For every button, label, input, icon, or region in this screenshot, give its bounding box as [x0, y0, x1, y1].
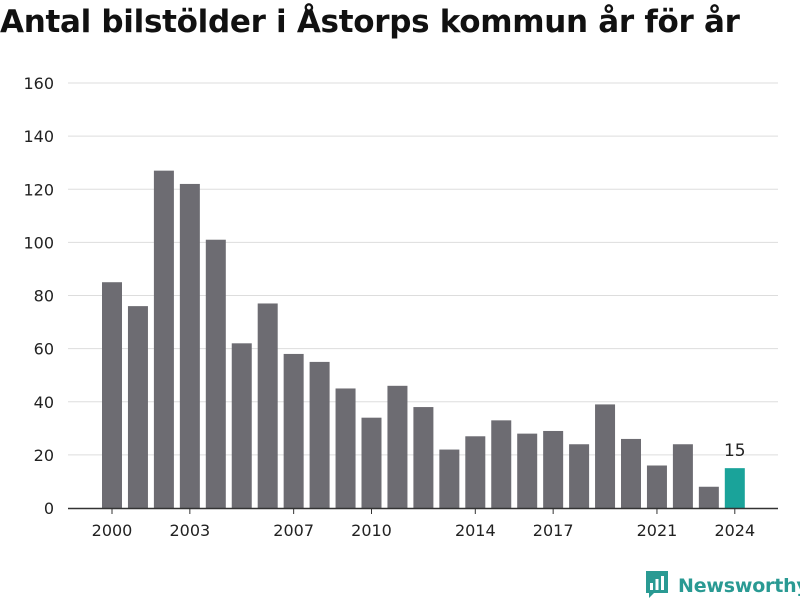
x-tick-label-2024: 2024 — [714, 521, 755, 540]
bar-2019 — [595, 404, 616, 508]
y-tick-label-0: 0 — [44, 499, 54, 518]
bar-2020 — [621, 438, 641, 508]
y-tick-label-100: 100 — [23, 233, 54, 252]
bar-2023 — [698, 486, 719, 508]
bar-2013 — [439, 449, 460, 508]
newsworthy-logo-icon — [644, 569, 670, 603]
y-tick-label-160: 160 — [23, 74, 54, 93]
x-tick-label-2021: 2021 — [637, 521, 678, 540]
bar-2005 — [231, 343, 252, 508]
bar-2002 — [153, 170, 174, 508]
x-tick-label-2017: 2017 — [533, 521, 574, 540]
x-tick-label-2007: 2007 — [273, 521, 314, 540]
bar-2006 — [257, 303, 278, 508]
bar-2016 — [517, 433, 538, 508]
x-axis: 2000 2003 2007 2010 2014 2017 2021 2024 — [68, 507, 778, 540]
bar-2011 — [387, 385, 408, 508]
x-tick-label-2014: 2014 — [455, 521, 496, 540]
grid-lines — [68, 82, 778, 456]
bars — [102, 170, 745, 508]
bar-2022 — [672, 444, 693, 508]
brand-name: Newsworthy — [678, 575, 800, 597]
x-tick-label-2003: 2003 — [169, 521, 210, 540]
bar-2015 — [491, 420, 512, 508]
bar-2009 — [335, 388, 356, 508]
bar-2018 — [569, 444, 590, 508]
y-tick-label-80: 80 — [34, 287, 54, 306]
data-label-2024: 15 — [724, 441, 746, 461]
bar-2003 — [179, 183, 200, 508]
bar-2021 — [646, 465, 667, 508]
y-tick-label-40: 40 — [34, 393, 54, 412]
bar-2000 — [102, 282, 122, 508]
bar-2004 — [205, 239, 226, 508]
bar-2012 — [413, 407, 434, 508]
bar-2008 — [309, 361, 330, 508]
brand-logo[interactable]: Newsworthy — [644, 569, 800, 603]
x-tick-label-2000: 2000 — [92, 521, 133, 540]
bar-2017 — [543, 430, 564, 508]
y-tick-label-60: 60 — [34, 340, 54, 359]
y-tick-label-20: 20 — [34, 446, 54, 465]
data-labels: 15 — [724, 441, 746, 461]
chart-title: Antal bilstölder i Åstorps kommun år för… — [0, 4, 740, 40]
bar-2010 — [361, 417, 382, 508]
y-axis-ticks: 0 20 40 60 80 100 120 140 160 — [23, 74, 54, 518]
x-tick-label-2010: 2010 — [351, 521, 392, 540]
bar-2001 — [127, 306, 148, 508]
bar-2007 — [283, 353, 304, 508]
bar-2024 — [724, 468, 745, 508]
bar-2014 — [465, 436, 486, 508]
y-tick-label-120: 120 — [23, 180, 54, 199]
y-tick-label-140: 140 — [23, 127, 54, 146]
